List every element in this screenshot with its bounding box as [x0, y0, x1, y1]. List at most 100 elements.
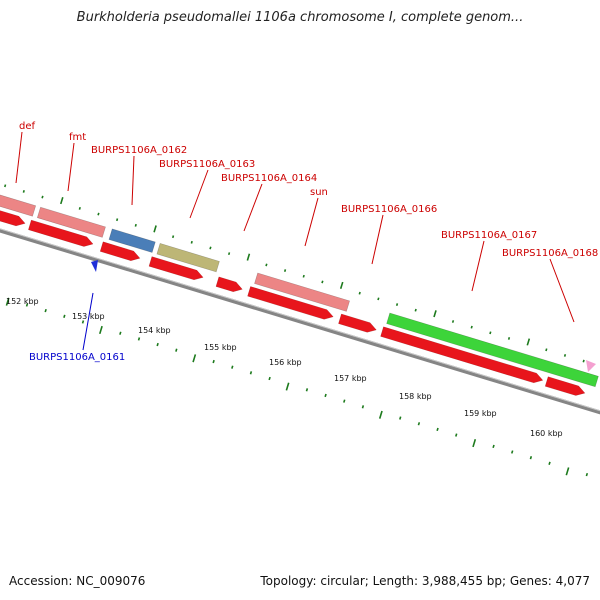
ruler-tick	[249, 371, 253, 375]
outer-tick	[78, 206, 81, 210]
outer-tick	[22, 189, 25, 193]
label-burps1106a-0168: BURPS1106A_0168	[502, 248, 598, 259]
outer-tick	[489, 331, 492, 335]
ruler-tick	[548, 461, 551, 465]
cds-arrow	[215, 276, 243, 292]
outer-tick	[190, 240, 193, 244]
outer-tick	[209, 246, 212, 250]
ruler-tick	[511, 450, 514, 454]
outer-tick	[451, 320, 455, 323]
cds-arrow	[28, 219, 94, 247]
ruler-tick	[231, 365, 234, 369]
genome-summary: Topology: circular; Length: 3,988,455 bp…	[260, 574, 590, 588]
feature-track	[0, 194, 599, 396]
leader-fmt	[67, 142, 75, 192]
ruler-label: 156 kbp	[269, 358, 302, 367]
outer-tick	[41, 195, 44, 199]
leader-burps1106a-0162	[131, 155, 135, 206]
gene-0163-box	[156, 243, 220, 273]
outer-tick	[526, 338, 531, 346]
ruler-tick	[399, 416, 402, 420]
ruler-tick	[156, 342, 159, 347]
outer-tick	[265, 263, 268, 267]
ruler-label: 159 kbp	[464, 409, 497, 418]
outer-tick	[339, 281, 344, 289]
ruler-label: 158 kbp	[399, 392, 432, 401]
outer-tick	[60, 197, 64, 205]
backbone-highlight	[0, 228, 600, 412]
outer-tick	[395, 303, 399, 306]
label-sun: sun	[310, 187, 328, 198]
ruler-tick	[25, 303, 29, 307]
ruler-tick-track	[5, 297, 589, 477]
outer-tick	[302, 274, 305, 278]
outer-tick	[563, 353, 567, 357]
pink-marker	[586, 360, 596, 372]
backbone-track	[0, 228, 600, 415]
label-burps1106a-0166: BURPS1106A_0166	[341, 204, 437, 215]
ruler-tick	[212, 359, 215, 364]
leader-burps1106a-0167	[471, 240, 485, 292]
outer-tick	[377, 297, 380, 301]
ruler-tick	[305, 388, 309, 392]
label-burps1106a-0164: BURPS1106A_0164	[221, 173, 317, 184]
ruler-tick	[99, 325, 103, 335]
outer-tick	[283, 269, 287, 273]
outer-tick	[470, 325, 473, 329]
cds-arrow	[0, 210, 26, 227]
ruler-tick	[285, 382, 290, 391]
ruler-tick	[81, 320, 85, 324]
ruler-tick	[361, 405, 365, 409]
gene-sun-box	[254, 272, 350, 312]
ruler-tick	[5, 297, 10, 306]
ruler-tick	[378, 410, 383, 419]
ruler-tick	[455, 433, 458, 437]
cds-arrow	[148, 256, 204, 281]
label-burps1106a-0162: BURPS1106A_0162	[91, 145, 187, 156]
cds-arrow	[338, 313, 377, 333]
outer-tick	[227, 252, 231, 256]
outer-tick	[115, 218, 119, 222]
gene-callouts: def fmt BURPS1106A_0162 BURPS1106A_0163 BURP…	[15, 121, 598, 363]
label-burps1106a-0167: BURPS1106A_0167	[441, 230, 537, 241]
label-burps1106a-0163: BURPS1106A_0163	[159, 159, 255, 170]
cds-arrow	[544, 376, 586, 396]
ruler-tick	[192, 354, 197, 363]
ruler-tick	[529, 456, 533, 460]
ruler-tick	[585, 472, 589, 477]
ruler-tick	[436, 427, 439, 432]
outer-tick	[414, 308, 417, 312]
leader-burps1106a-0161	[82, 292, 94, 351]
ruler-tick	[324, 393, 327, 398]
label-burps1106a-0161: BURPS1106A_0161	[29, 352, 125, 363]
ruler-tick	[44, 308, 47, 313]
ruler-label: 153 kbp	[72, 312, 105, 321]
ruler-label: 154 kbp	[138, 326, 171, 335]
outer-tick	[507, 337, 511, 340]
outer-tick	[321, 280, 324, 284]
ruler-label: 157 kbp	[334, 374, 367, 383]
leader-burps1106a-0163	[189, 169, 209, 219]
outer-tick	[358, 291, 361, 295]
leader-sun	[304, 197, 319, 247]
ruler-tick	[492, 444, 495, 449]
outer-tick	[582, 359, 585, 363]
ruler-tick	[119, 331, 122, 335]
leader-burps1106a-0168	[549, 258, 575, 323]
label-def: def	[19, 121, 36, 132]
outer-tick	[4, 184, 7, 188]
ruler-labels: 152 kbp 153 kbp 154 kbp 155 kbp 156 kbp 157 k…	[6, 297, 563, 438]
ruler-label: 155 kbp	[204, 343, 237, 352]
cds-arrow	[380, 326, 544, 384]
outer-tick	[171, 235, 175, 239]
gene-0167-box	[386, 312, 599, 388]
ruler-label: 160 kbp	[530, 429, 563, 438]
reverse-cds-0161	[91, 260, 98, 272]
gene-0162-box	[108, 228, 156, 253]
cds-arrow	[99, 241, 141, 261]
ruler-tick	[565, 467, 570, 476]
backbone-line	[0, 228, 600, 415]
genome-title: Burkholderia pseudomallei 1106a chromoso…	[76, 10, 524, 25]
cds-arrow	[247, 286, 334, 320]
